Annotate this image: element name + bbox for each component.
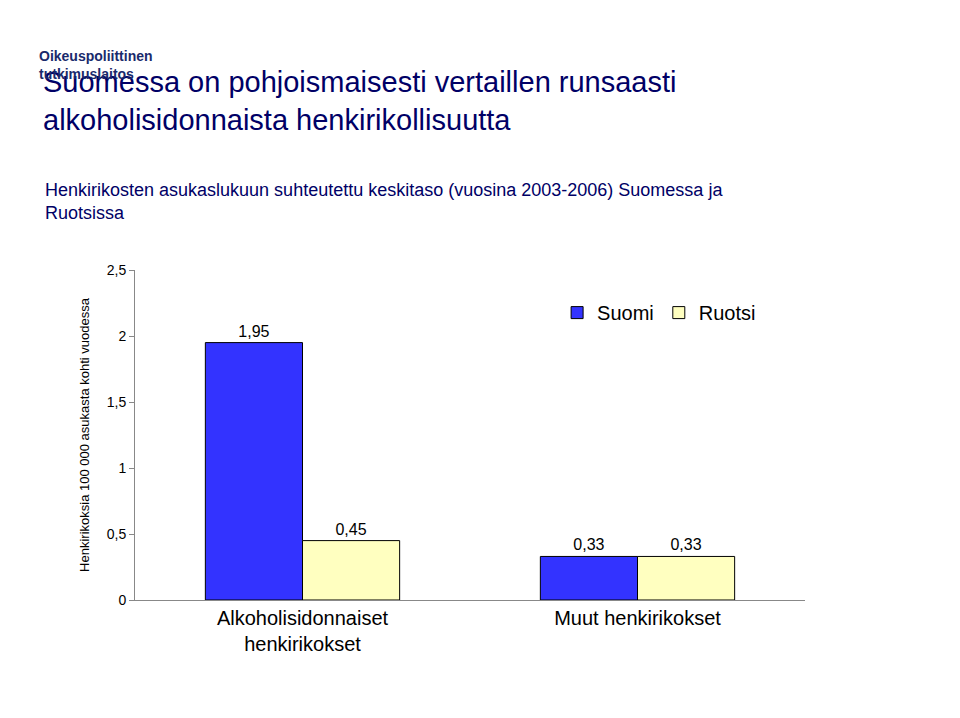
svg-text:Henkirikoksia 100 000 asukasta: Henkirikoksia 100 000 asukasta kohti vuo…	[77, 297, 92, 572]
svg-text:2,5: 2,5	[107, 262, 127, 278]
svg-text:0,5: 0,5	[107, 526, 127, 542]
svg-text:Suomessa on pohjoismaisesti ve: Suomessa on pohjoismaisesti vertaillen r…	[43, 66, 676, 136]
svg-text:2: 2	[118, 328, 126, 344]
svg-text:Alkoholisidonnaisethenkirikoks: Alkoholisidonnaisethenkirikokset	[217, 607, 389, 655]
svg-text:0: 0	[118, 592, 126, 608]
svg-text:0,45: 0,45	[335, 521, 366, 538]
svg-text:Henkirikosten asukaslukuun suh: Henkirikosten asukaslukuun suhteutettu k…	[45, 180, 723, 223]
svg-text:Oikeuspoliittinentutkimuslaito: Oikeuspoliittinentutkimuslaitos	[39, 48, 153, 82]
svg-text:Muut henkirikokset: Muut henkirikokset	[554, 607, 721, 629]
svg-text:0,33: 0,33	[670, 536, 701, 553]
svg-text:Ruotsi: Ruotsi	[699, 302, 756, 324]
svg-text:1,95: 1,95	[238, 323, 269, 340]
svg-text:Suomi: Suomi	[597, 302, 654, 324]
svg-text:1: 1	[118, 460, 126, 476]
svg-text:1,5: 1,5	[107, 394, 127, 410]
svg-text:0,33: 0,33	[573, 536, 604, 553]
